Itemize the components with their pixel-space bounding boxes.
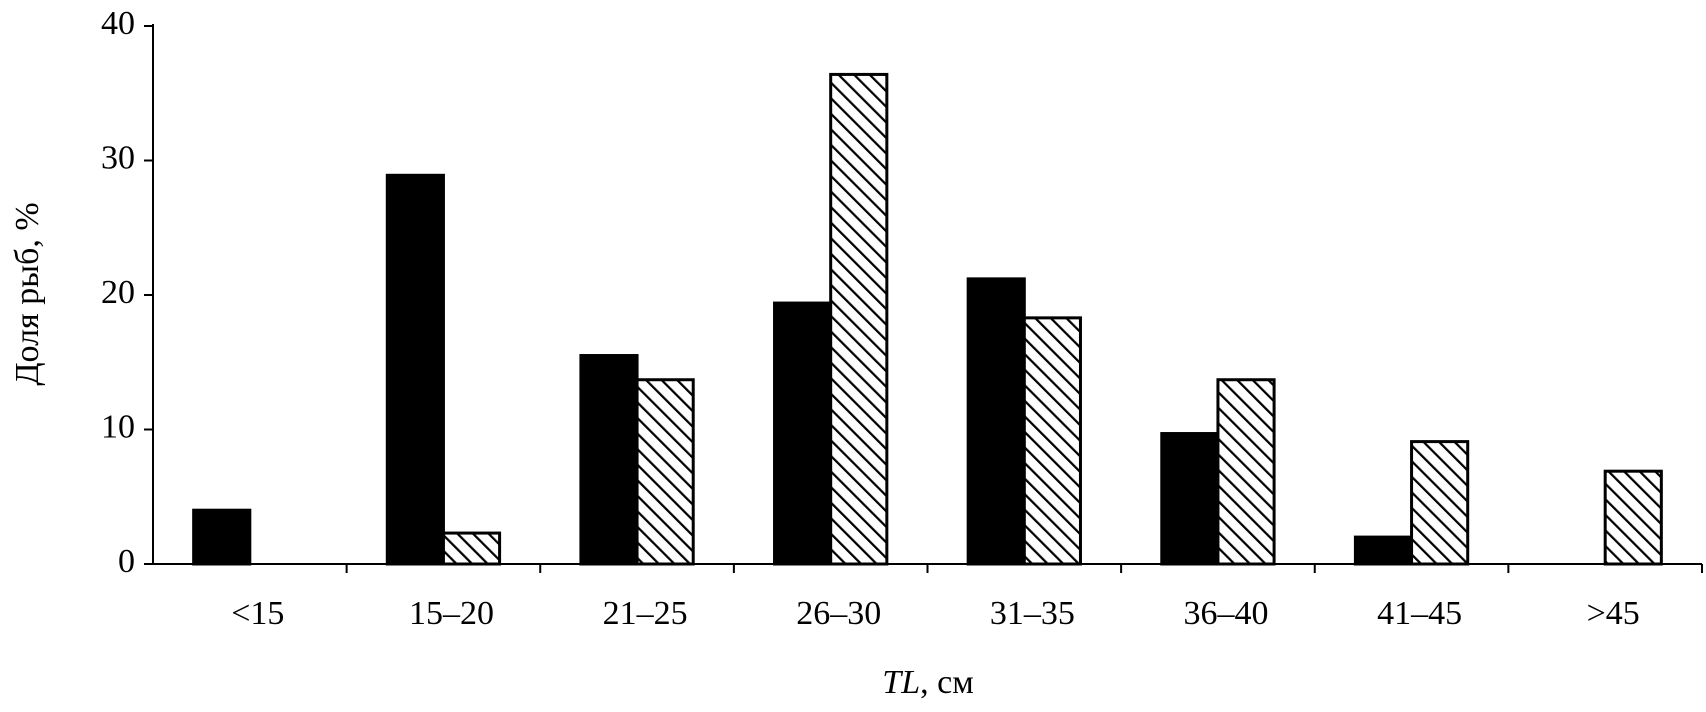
x-tick-label: >45 — [1587, 595, 1640, 632]
y-tick-label: 20 — [101, 274, 135, 311]
bar — [192, 508, 252, 566]
bar — [773, 301, 833, 566]
x-tick-label: 41–45 — [1377, 595, 1462, 632]
y-tick-label: 30 — [101, 139, 135, 176]
x-tick-label: 15–20 — [409, 595, 494, 632]
x-axis-label-italic: TL — [882, 664, 920, 701]
bar — [1353, 535, 1414, 566]
bar — [829, 72, 889, 566]
bar — [1160, 432, 1220, 566]
x-tick-label: <15 — [231, 595, 284, 632]
x-tick-label: 31–35 — [990, 595, 1075, 632]
bar — [1022, 316, 1082, 566]
y-tick-label: 10 — [101, 408, 135, 445]
bar — [966, 277, 1026, 566]
bar — [385, 173, 445, 566]
x-axis-label: TL, см — [882, 664, 973, 701]
x-axis-label-text: , см — [920, 664, 974, 701]
bar — [579, 354, 639, 566]
bar — [1410, 440, 1470, 566]
y-tick-label: 40 — [101, 5, 135, 42]
bar — [1603, 469, 1663, 566]
bar — [635, 378, 695, 566]
x-tick-label: 26–30 — [796, 595, 881, 632]
x-tick-label: 36–40 — [1183, 595, 1268, 632]
bar — [1216, 378, 1276, 566]
y-axis-label: Доля рыб, % — [9, 202, 46, 385]
x-tick-label: 21–25 — [603, 595, 688, 632]
y-tick-label: 0 — [118, 543, 135, 580]
bar — [441, 531, 502, 566]
